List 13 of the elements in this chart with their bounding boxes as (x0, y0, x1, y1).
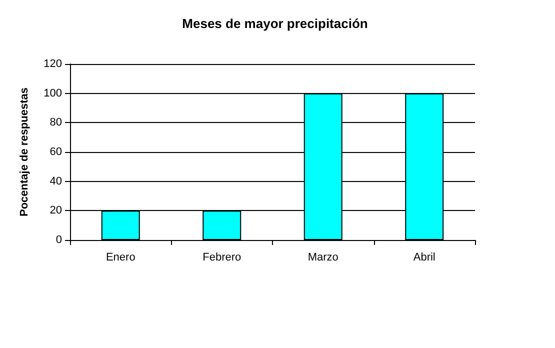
x-tick-label: Abril (413, 252, 436, 264)
y-tick-label: 40 (50, 175, 62, 188)
y-tick-label: 120 (44, 58, 62, 70)
x-tick-label: Febrero (202, 252, 242, 264)
y-tick-label: 80 (50, 116, 62, 129)
y-tick-label: 60 (50, 146, 62, 158)
y-tick-label: 0 (56, 234, 62, 246)
y-tick-label: 100 (44, 87, 62, 100)
y-axis-title: Pocentaje de respuestas (18, 87, 30, 217)
chart-title: Meses de mayor precipitación (182, 16, 368, 31)
x-tick-label: Marzo (308, 252, 338, 264)
y-tick-label: 20 (50, 204, 62, 217)
x-tick-label: Enero (106, 252, 136, 264)
